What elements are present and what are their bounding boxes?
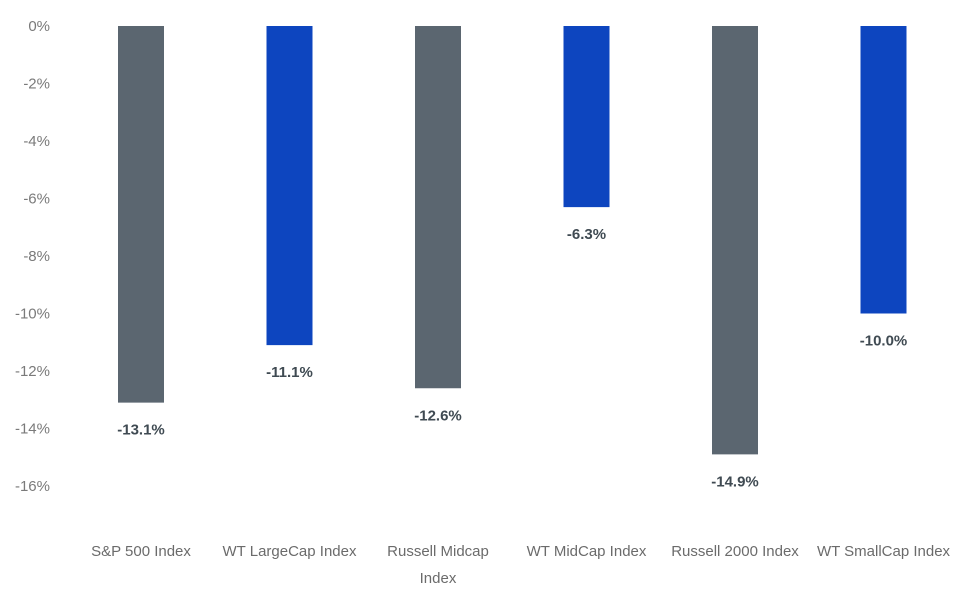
bars [118, 26, 907, 455]
y-tick-label: -16% [15, 478, 50, 495]
bar [860, 26, 907, 314]
bar [118, 26, 164, 403]
x-axis: S&P 500 Index WT LargeCap Index Russell Mi… [91, 543, 950, 587]
bar [563, 26, 610, 208]
data-label: -12.6% [414, 407, 462, 424]
x-tick-label: Index [420, 570, 457, 587]
x-tick-label: WT MidCap Index [527, 543, 647, 560]
data-label: -14.9% [711, 473, 759, 490]
x-tick-label: Russell 2000 Index [671, 543, 799, 560]
x-tick-label: WT LargeCap Index [223, 543, 357, 560]
y-tick-label: -2% [23, 76, 50, 93]
data-label: -6.3% [567, 226, 606, 243]
y-tick-label: -4% [23, 133, 50, 150]
y-tick-label: -6% [23, 191, 50, 208]
y-tick-label: -10% [15, 306, 50, 323]
y-tick-label: 0% [28, 18, 50, 35]
y-tick-label: -12% [15, 363, 50, 380]
data-label: -13.1% [117, 422, 165, 439]
y-tick-label: -14% [15, 421, 50, 438]
y-axis: 0% -2% -4% -6% -8% -10% -12% -14% -16% [15, 18, 50, 495]
data-labels: -13.1% -11.1% -12.6% -6.3% -14.9% -10.0% [117, 226, 907, 490]
data-label: -11.1% [266, 364, 313, 381]
bar [415, 26, 461, 389]
x-tick-label: Russell Midcap [387, 543, 489, 560]
x-tick-label: WT SmallCap Index [817, 543, 951, 560]
bar [266, 26, 313, 346]
data-label: -10.0% [860, 333, 908, 350]
y-tick-label: -8% [23, 248, 50, 265]
x-tick-label: S&P 500 Index [91, 543, 191, 560]
bar [712, 26, 758, 455]
